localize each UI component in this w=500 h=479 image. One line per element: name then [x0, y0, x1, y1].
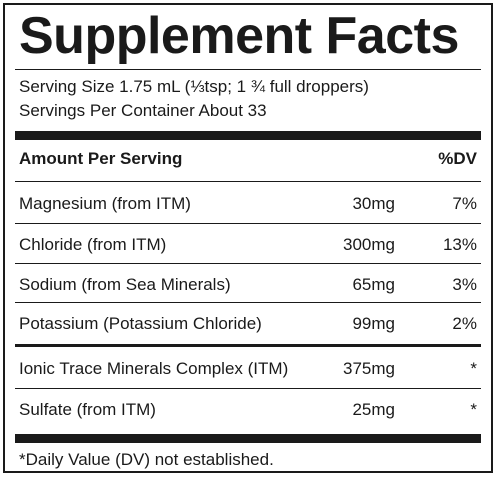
ingredient-amount: 25mg — [352, 400, 395, 419]
nutrient-name: Sodium (from Sea Minerals) — [19, 275, 231, 294]
nutrient-dv: 2% — [452, 314, 477, 333]
thick-divider — [15, 131, 481, 140]
ingredient-row: Sulfate (from ITM) 25mg * — [19, 392, 477, 428]
ingredient-dv: * — [470, 359, 477, 378]
supplement-facts-panel: Supplement Facts Serving Size 1.75 mL (⅓… — [3, 3, 493, 473]
nutrient-dv: 7% — [452, 194, 477, 213]
amount-per-serving-label: Amount Per Serving — [19, 149, 183, 168]
footnote: *Daily Value (DV) not established. — [19, 450, 274, 469]
dv-header-label: %DV — [438, 149, 477, 168]
amount-header-row: Amount Per Serving %DV — [19, 141, 477, 177]
nutrient-amount: 30mg — [352, 194, 395, 213]
ingredient-name: Sulfate (from ITM) — [19, 400, 156, 419]
nutrient-dv: 13% — [442, 235, 477, 254]
serving-size: Serving Size 1.75 mL (⅓tsp; 1 ¾ full dro… — [19, 77, 369, 96]
section-divider — [15, 344, 481, 347]
servings-per-container: Servings Per Container About 33 — [19, 101, 267, 120]
nutrient-amount: 300mg — [343, 235, 395, 254]
panel-title: Supplement Facts — [19, 7, 459, 65]
ingredient-amount: 375mg — [343, 359, 395, 378]
nutrient-row: Chloride (from ITM) 300mg 13% — [19, 227, 477, 263]
ingredient-name: Ionic Trace Minerals Complex (ITM) — [19, 359, 289, 378]
nutrient-name: Magnesium (from ITM) — [19, 194, 191, 213]
nutrient-row: Sodium (from Sea Minerals) 65mg 3% — [19, 267, 477, 303]
divider — [15, 263, 481, 264]
divider — [15, 302, 481, 303]
nutrient-amount: 99mg — [352, 314, 395, 333]
ingredient-row: Ionic Trace Minerals Complex (ITM) 375mg… — [19, 351, 477, 387]
nutrient-row: Potassium (Potassium Chloride) 99mg 2% — [19, 306, 477, 342]
divider — [15, 181, 481, 182]
nutrient-name: Chloride (from ITM) — [19, 235, 167, 254]
nutrient-amount: 65mg — [352, 275, 395, 294]
nutrient-name: Potassium (Potassium Chloride) — [19, 314, 262, 333]
thick-divider — [15, 434, 481, 443]
divider — [15, 223, 481, 224]
divider — [15, 69, 481, 70]
ingredient-dv: * — [470, 400, 477, 419]
nutrient-row: Magnesium (from ITM) 30mg 7% — [19, 186, 477, 222]
nutrient-dv: 3% — [452, 275, 477, 294]
divider — [15, 388, 481, 389]
